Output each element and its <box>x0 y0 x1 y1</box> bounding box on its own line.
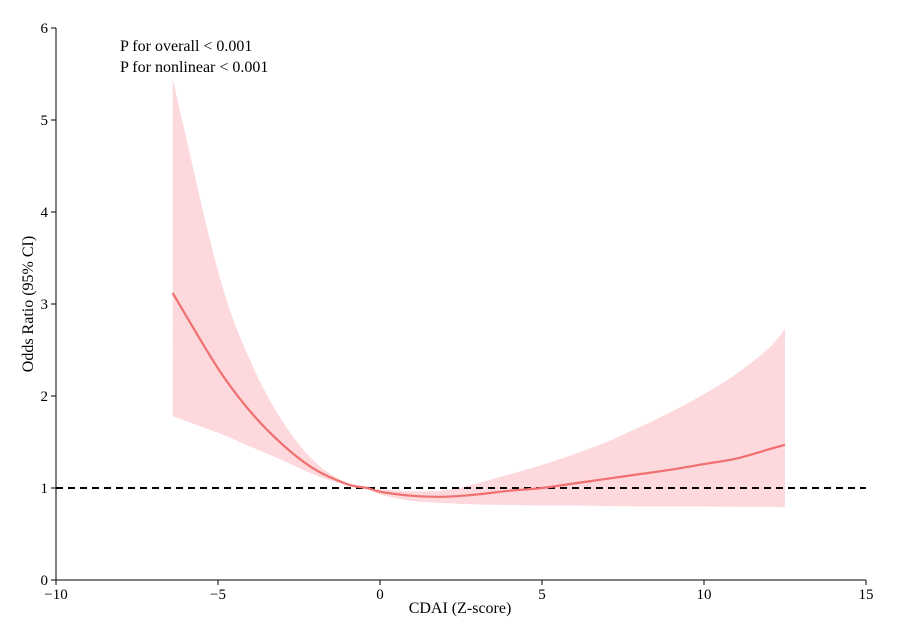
confidence-band-layer <box>172 78 785 508</box>
odds-ratio-line <box>171 292 786 498</box>
y-tick-label: 1 <box>41 481 49 497</box>
ticks-layer: −10 −5 0 5 10 15 0 1 2 3 4 5 6 <box>41 21 874 603</box>
y-axis-title: Odds Ratio (95% CI) <box>20 236 37 372</box>
x-tick-label: 10 <box>697 587 712 603</box>
y-tick-label: 6 <box>41 21 49 37</box>
y-tick-label: 2 <box>41 389 49 405</box>
x-tick-label: 5 <box>538 587 546 603</box>
x-tick-label: −5 <box>210 587 226 603</box>
x-tick-label: 15 <box>859 587 874 603</box>
y-tick-label: 5 <box>41 113 49 129</box>
annotation-overall-p: P for overall < 0.001 <box>120 38 252 55</box>
x-tick-label: −10 <box>44 587 67 603</box>
x-tick-label: 0 <box>376 587 384 603</box>
y-tick-label: 3 <box>41 297 49 313</box>
x-axis-title: CDAI (Z-score) <box>409 600 512 617</box>
y-tick-label: 4 <box>41 205 49 221</box>
confidence-band <box>172 78 785 508</box>
odds-ratio-line-layer <box>171 292 786 498</box>
annotation-nonlinear-p: P for nonlinear < 0.001 <box>120 59 268 76</box>
y-tick-label: 0 <box>41 573 49 589</box>
